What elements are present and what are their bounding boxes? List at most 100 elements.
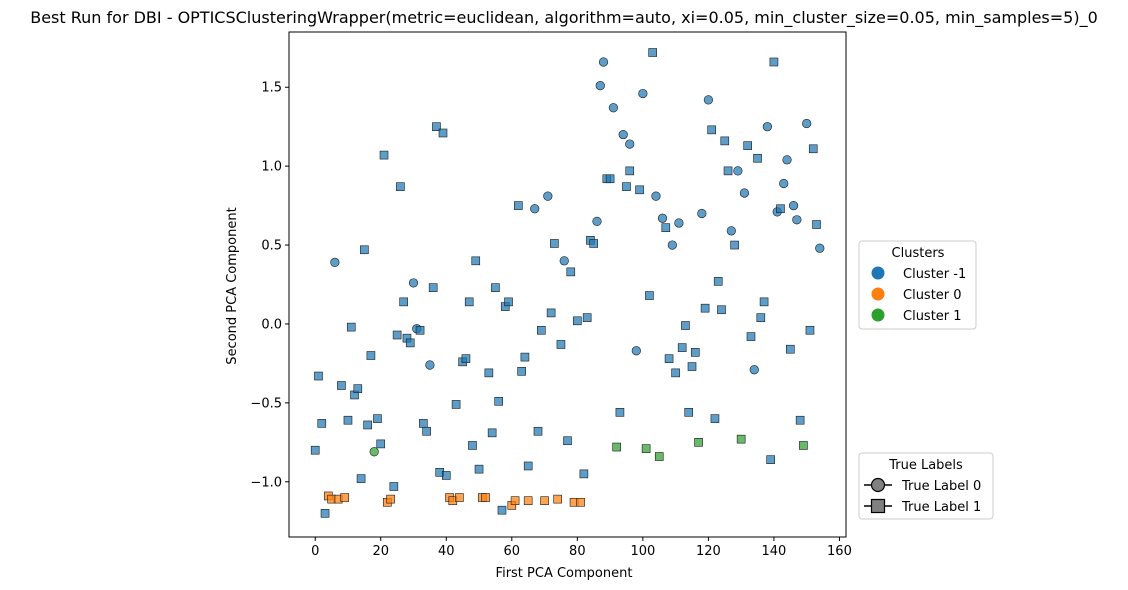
data-point-square — [517, 366, 526, 376]
data-point-square — [540, 496, 549, 506]
data-point-square — [471, 256, 481, 266]
data-point-square — [438, 128, 448, 138]
data-point-square — [677, 343, 687, 352]
data-point-square — [484, 368, 494, 378]
x-tick-label: 40 — [438, 544, 455, 559]
data-point-square — [805, 325, 815, 335]
data-point-square — [455, 493, 464, 502]
data-point-square — [723, 166, 733, 176]
data-point-square — [694, 438, 703, 447]
data-point-square — [717, 305, 726, 315]
data-point-square — [671, 368, 680, 378]
x-tick-label: 80 — [569, 544, 586, 559]
data-point-square — [451, 400, 461, 409]
data-point-circle — [697, 208, 707, 219]
true-label-legend-box — [858, 452, 994, 520]
data-point-circle — [608, 103, 618, 113]
data-point-square — [373, 414, 382, 423]
data-point-square — [582, 313, 592, 322]
data-point-circle — [592, 216, 602, 226]
data-point-square — [514, 201, 523, 210]
data-point-circle — [530, 204, 540, 214]
data-point-square — [573, 316, 582, 326]
true-label-legend-marker — [870, 498, 886, 514]
data-point-square — [353, 384, 363, 393]
y-tick-label: 0.0 — [261, 317, 282, 332]
data-point-square — [536, 325, 546, 335]
data-point-circle — [802, 118, 812, 129]
y-tick-label: 1.5 — [261, 81, 282, 96]
data-point-square — [363, 420, 372, 430]
data-point-square — [497, 505, 507, 515]
data-point-square — [422, 426, 431, 436]
data-point-square — [625, 166, 635, 176]
cluster-legend-box — [858, 240, 977, 330]
data-point-circle — [638, 88, 648, 99]
data-point-circle — [369, 447, 379, 457]
data-point-circle — [598, 57, 609, 67]
data-point-square — [743, 141, 753, 150]
data-point-square — [310, 445, 320, 455]
data-point-circle — [408, 278, 419, 288]
data-point-square — [589, 239, 599, 248]
data-point-circle — [749, 365, 759, 375]
cluster-legend-title: Clusters — [892, 246, 945, 261]
true-label-legend-marker — [870, 477, 886, 493]
x-tick-label: 160 — [827, 544, 852, 559]
data-point-circle — [667, 240, 677, 250]
data-point-circle — [543, 191, 553, 201]
data-point-square — [405, 338, 415, 348]
x-tick-label: 60 — [504, 544, 521, 559]
data-point-square — [661, 223, 671, 232]
data-point-square — [736, 434, 746, 444]
data-point-square — [776, 204, 785, 214]
y-tick-label: −1.0 — [250, 475, 282, 490]
data-point-square — [392, 330, 402, 340]
cluster-legend-label: Cluster 1 — [903, 309, 962, 324]
y-tick-label: 1.0 — [261, 160, 282, 175]
y-axis: −1.0 −0.5 0.0 0.5 1.0 1.5 — [250, 81, 289, 490]
data-point-square — [360, 245, 369, 255]
data-point-square — [523, 496, 533, 506]
data-point-square — [415, 325, 425, 335]
data-point-square — [343, 415, 353, 425]
data-point-square — [389, 482, 399, 491]
data-point-square — [337, 381, 346, 390]
data-point-circle — [657, 213, 668, 223]
data-point-square — [481, 493, 490, 502]
data-point-square — [504, 297, 513, 307]
true-label-legend-label: True Label 0 — [901, 479, 981, 494]
data-point-square — [340, 493, 350, 502]
data-point-square — [366, 351, 376, 360]
data-point-square — [720, 136, 730, 146]
data-point-square — [553, 494, 562, 504]
data-point-square — [464, 297, 474, 307]
data-point-square — [648, 48, 657, 57]
data-point-square — [707, 125, 716, 135]
x-axis-label: First PCA Component — [496, 566, 633, 581]
data-point-circle — [618, 129, 628, 140]
data-point-square — [494, 396, 503, 406]
data-point-square — [510, 496, 520, 506]
cluster-legend-label: Cluster 0 — [903, 288, 962, 303]
data-point-square — [799, 441, 808, 450]
true-label-legend-title: True Labels — [888, 458, 963, 473]
x-tick-label: 120 — [696, 544, 721, 559]
data-point-square — [753, 153, 762, 163]
plot-area — [288, 31, 847, 538]
data-point-square — [664, 354, 674, 363]
data-point-square — [746, 332, 756, 341]
data-point-square — [314, 371, 323, 381]
data-point-circle — [782, 155, 792, 165]
data-point-circle — [815, 243, 825, 253]
data-point-square — [766, 455, 775, 464]
data-point-square — [432, 122, 441, 131]
data-point-circle — [739, 188, 750, 198]
data-point-square — [795, 415, 805, 425]
cluster-legend-label: Cluster -1 — [903, 267, 966, 282]
data-point-circle — [651, 191, 661, 201]
data-point-square — [399, 297, 408, 307]
data-point-square — [645, 291, 654, 300]
data-point-square — [690, 348, 700, 357]
